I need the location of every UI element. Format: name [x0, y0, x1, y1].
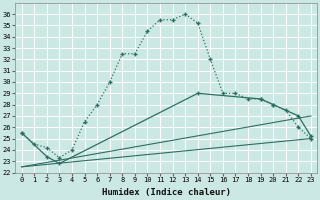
X-axis label: Humidex (Indice chaleur): Humidex (Indice chaleur) [102, 188, 231, 197]
